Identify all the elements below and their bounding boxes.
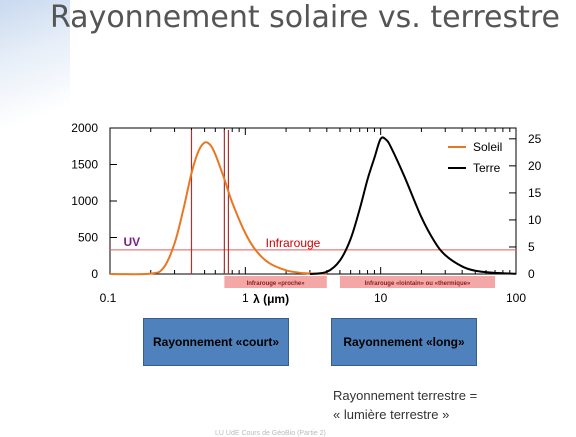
- x-tick-label: 0.1: [100, 291, 117, 305]
- near-ir-label: Infrarouge «proche»: [247, 281, 306, 287]
- y-right-tick-label: 25: [528, 132, 542, 146]
- y-left-tick-label: 500: [78, 231, 98, 245]
- caption-line-1: Rayonnement terrestre =: [333, 388, 478, 403]
- uv-label: UV: [124, 235, 141, 249]
- caption-line-2: « lumière terrestre »: [333, 407, 450, 422]
- x-axis-label: λ (μm): [253, 292, 289, 306]
- legend-label-soleil: Soleil: [473, 140, 502, 154]
- long-wave-label: Rayonnement «long»: [343, 335, 465, 349]
- x-tick-label: 1: [242, 291, 249, 305]
- near-ir-band: [224, 276, 327, 288]
- short-wave-label: Rayonnement «court»: [152, 335, 280, 349]
- y-left-tick-label: 1500: [71, 158, 98, 172]
- y-right-tick-label: 10: [528, 213, 542, 227]
- infrared-label: Infrarouge: [266, 236, 321, 250]
- y-right-tick-label: 0: [528, 267, 535, 281]
- y-right-tick-label: 5: [528, 240, 535, 254]
- x-tick-label: 10: [374, 291, 388, 305]
- far-ir-band: [339, 276, 496, 288]
- y-right-tick-label: 15: [528, 186, 542, 200]
- slide-footer: LU UdE Cours de GéoBio (Partie 2): [215, 430, 326, 437]
- y-left-tick-label: 1000: [71, 194, 98, 208]
- y-left-tick-label: 2000: [71, 121, 98, 135]
- y-right-tick-label: 20: [528, 159, 542, 173]
- long-wave-box: Rayonnement «long»: [331, 318, 477, 366]
- y-left-tick-label: 0: [91, 267, 98, 281]
- series-line-soleil: [109, 141, 327, 276]
- caption: Rayonnement terrestre = « lumière terres…: [333, 386, 477, 424]
- x-tick-label: 100: [506, 291, 526, 305]
- far-ir-label: Infrarouge «lointain» ou «thermique»: [365, 281, 471, 287]
- legend-label-terre: Terre: [473, 161, 501, 175]
- series-line-terre: [309, 136, 517, 275]
- short-wave-box: Rayonnement «court»: [143, 318, 289, 366]
- slide-title: Rayonnement solaire vs. terrestre: [50, 0, 560, 35]
- slide-corner-gradient: [0, 0, 70, 150]
